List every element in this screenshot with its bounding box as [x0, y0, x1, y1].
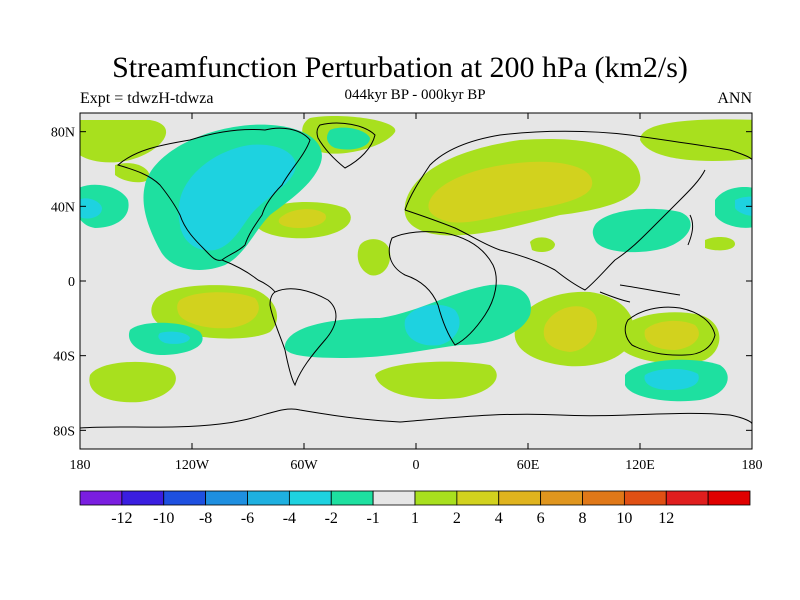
lon-label: 0 — [413, 458, 420, 473]
coast-north-america — [116, 127, 311, 261]
colorbar-swatch — [707, 490, 751, 506]
colorbar-label: 8 — [579, 510, 587, 527]
lon-label: 120E — [625, 458, 655, 473]
region-atlantic-north-core — [278, 209, 326, 228]
lon-label: 60W — [290, 458, 318, 473]
region-eurasia-core — [428, 161, 593, 223]
colorbar-swatch — [330, 490, 374, 506]
region-australia-core — [644, 320, 699, 350]
colorbar-swatch — [121, 490, 165, 506]
region-india — [530, 237, 555, 252]
region-south-atlantic-core — [404, 304, 460, 346]
coast-antarctica — [80, 408, 752, 429]
coast-australia — [624, 306, 716, 356]
colorbar-swatch — [623, 490, 667, 506]
negative-anomaly-regions — [80, 124, 752, 402]
region-arctic-west — [80, 120, 166, 163]
coast-central-america — [221, 259, 276, 293]
region-greenland-neg — [327, 127, 370, 150]
region-north-pacific-west-core — [80, 198, 102, 219]
colorbar-label: -2 — [325, 510, 338, 527]
lon-label: 180 — [742, 458, 763, 473]
map-panel — [80, 113, 752, 449]
coast-africa — [388, 231, 497, 346]
colorbar-label: -8 — [199, 510, 212, 527]
lat-label: 40N — [51, 200, 75, 215]
colorbar-label: -1 — [366, 510, 379, 527]
colorbar-swatch — [540, 490, 583, 506]
colorbar-label: 6 — [537, 510, 545, 527]
colorbar-label: -4 — [283, 510, 296, 527]
colorbar-swatch — [414, 490, 458, 506]
region-indian-ocean-core — [543, 306, 598, 352]
colorbar-swatch — [665, 490, 709, 506]
lon-label: 60E — [517, 458, 540, 473]
colorbar-swatch — [372, 490, 416, 506]
period-label: 044kyr BP - 000kyr BP — [344, 87, 486, 103]
longitude-axis: 180 120W 60W 0 60E 120E 180 — [70, 113, 763, 473]
experiment-label: Expt = tdwzH-tdwza — [80, 90, 214, 107]
colorbar-swatch — [498, 490, 542, 506]
colorbar-label: -12 — [111, 510, 132, 527]
region-alaska — [115, 163, 150, 183]
colorbar-label: -10 — [153, 510, 174, 527]
coast-greenland — [316, 122, 376, 169]
region-pacific-south-core — [158, 331, 190, 344]
colorbar-label: 12 — [658, 510, 674, 527]
region-pacific-subtropical-core — [177, 292, 259, 329]
region-west-pacific — [705, 236, 735, 251]
colorbar-label: 10 — [616, 510, 632, 527]
season-label: ANN — [717, 90, 752, 107]
coast-europe-asia — [404, 130, 752, 291]
plot-title: Streamfunction Perturbation at 200 hPa (… — [112, 51, 688, 84]
region-east-atlantic — [357, 239, 391, 276]
colorbar-swatch — [163, 490, 207, 506]
region-southern-ocean-west — [89, 361, 176, 403]
region-southern-ocean-east-core — [644, 368, 699, 390]
region-arctic-east — [640, 119, 752, 161]
region-east-asia-2 — [715, 187, 752, 228]
region-north-america-core — [178, 144, 296, 251]
coast-south-america — [269, 288, 337, 387]
lon-label: 180 — [70, 458, 91, 473]
latitude-axis: 80N 40N 0 40S 80S — [51, 126, 752, 439]
lat-label: 0 — [68, 275, 75, 290]
positive-anomaly-regions — [80, 115, 752, 403]
colorbar-label: -6 — [241, 510, 254, 527]
lat-label: 80N — [51, 126, 75, 141]
region-east-asia — [592, 208, 691, 253]
colorbar-label: 1 — [411, 510, 419, 527]
lat-label: 80S — [53, 424, 75, 439]
colorbar-swatch — [247, 490, 290, 506]
lon-label: 120W — [175, 458, 210, 473]
colorbar-swatch — [79, 490, 123, 506]
colorbar-label: 4 — [495, 510, 503, 527]
colorbar-label: 2 — [453, 510, 461, 527]
region-east-asia-2-core — [735, 196, 752, 216]
colorbar-swatch — [288, 490, 332, 506]
lat-label: 40S — [53, 350, 75, 365]
coast-japan-indonesia — [599, 214, 694, 303]
colorbar: -12 -10 -8 -6 -4 -2 -1 1 2 4 6 8 10 12 — [79, 490, 751, 527]
colorbar-swatch — [456, 490, 500, 506]
region-southern-ocean-atlantic — [375, 361, 497, 400]
colorbar-swatch — [205, 490, 248, 506]
coastlines — [80, 122, 752, 429]
colorbar-swatch — [582, 490, 625, 506]
